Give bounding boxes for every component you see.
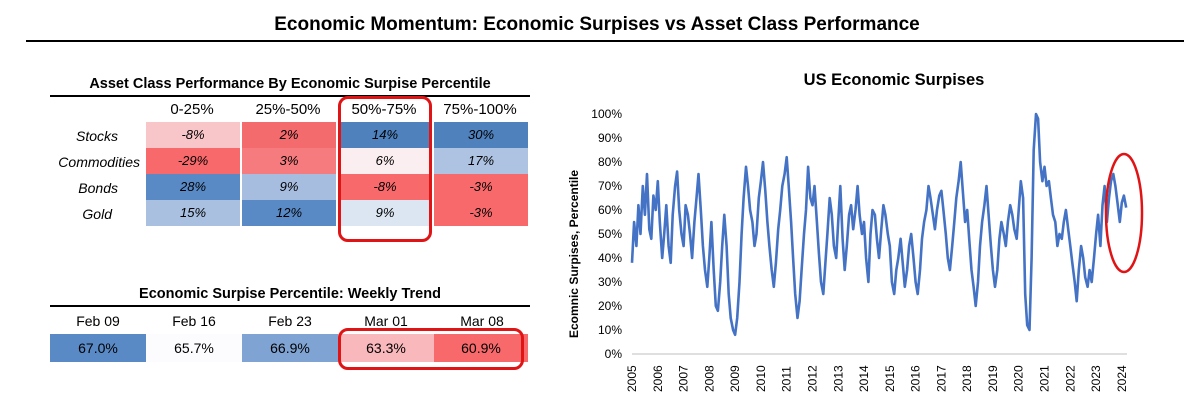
table-cell: 14% [338,122,432,148]
x-tick-label: 2018 [960,365,974,392]
title-divider [26,40,1184,42]
x-tick-label: 2011 [780,366,794,392]
week-value: 66.9% [242,334,338,362]
row-label-bonds: Bonds [78,180,118,196]
y-axis-label: Ecomnic Surpises, Percentile [567,170,581,338]
performance-table-title: Asset Class Performance By Economic Surp… [89,76,491,92]
row-label-gold: Gold [82,206,112,222]
x-tick-label: 2007 [677,365,691,392]
table-cell: -8% [146,122,240,148]
week-date: Mar 01 [364,313,408,329]
column-header: 0-25% [170,101,214,118]
table-cell: 6% [338,148,432,174]
y-tick-label: 100% [591,107,622,121]
x-tick-label: 2024 [1115,365,1129,392]
x-tick-label: 2023 [1089,365,1103,392]
table-cell: 12% [242,200,336,226]
x-tick-label: 2008 [702,365,716,392]
economic-surprises-chart: US Economic Surpises Ecomnic Surpises, P… [567,71,1144,392]
y-tick-label: 50% [598,227,622,241]
table-cell: -3% [434,174,528,200]
highlight-box-50-75 [338,96,432,242]
table-cell: 2% [242,122,336,148]
table-cell: -3% [434,200,528,226]
table-cell: 9% [338,200,432,226]
x-tick-label: 2014 [857,365,871,392]
y-tick-label: 90% [598,131,622,145]
x-tick-label: 2021 [1038,365,1052,392]
weekly-trend-rule [50,305,530,307]
y-axis-ticks: 0% 10% 20% 30% 40% 50% 60% 70% 80% 90% 100% [591,107,622,361]
y-tick-label: 80% [598,155,622,169]
week-value: 67.0% [50,334,146,362]
table-cell: 3% [242,148,336,174]
x-tick-label: 2022 [1063,365,1077,392]
y-tick-label: 0% [605,347,623,361]
performance-table-rule [50,95,530,97]
table-cell: 17% [434,148,528,174]
table-cell: -8% [338,174,432,200]
y-tick-label: 10% [598,323,622,337]
week-value: 60.9% [434,334,528,362]
x-tick-label: 2009 [728,365,742,392]
x-axis-ticks: 2005 2006 2007 2008 2009 2010 2011 2012 2013 2014… [625,365,1129,392]
week-date: Feb 23 [268,313,312,329]
table-cell: 9% [242,174,336,200]
week-value: 65.7% [146,334,242,362]
column-header: 75%-100% [443,101,517,118]
row-label-commodities: Commodities [58,154,140,170]
x-tick-label: 2020 [1012,365,1026,392]
table-cell: 30% [434,122,528,148]
y-tick-label: 30% [598,275,622,289]
table-cell: 15% [146,200,240,226]
x-tick-label: 2010 [754,365,768,392]
table-cell: -29% [146,148,240,174]
chart-title: US Economic Surpises [804,71,985,89]
table-cell: 28% [146,174,240,200]
week-date: Feb 16 [172,313,216,329]
week-value: 63.3% [338,334,434,362]
x-tick-label: 2016 [909,365,923,392]
weekly-trend-title: Economic Surpise Percentile: Weekly Tren… [139,286,441,302]
x-tick-label: 2005 [625,365,639,392]
highlight-ellipse [1104,152,1144,274]
week-date: Feb 09 [76,313,120,329]
y-tick-label: 60% [598,203,622,217]
x-tick-label: 2017 [934,365,948,392]
column-header: 50%-75% [351,101,417,118]
week-date: Mar 08 [460,313,504,329]
main-title: Economic Momentum: Economic Surpises vs … [274,14,920,35]
y-tick-label: 70% [598,179,622,193]
column-header: 25%-50% [255,101,321,118]
row-label-stocks: Stocks [75,128,118,144]
y-tick-label: 40% [598,251,622,265]
x-tick-label: 2019 [986,365,1000,392]
y-tick-label: 20% [598,299,622,313]
series-line [630,112,1128,337]
x-tick-label: 2006 [651,365,665,392]
highlight-box-march [338,328,524,370]
x-tick-label: 2012 [805,365,819,392]
x-tick-label: 2015 [883,365,897,392]
x-tick-label: 2013 [831,365,845,392]
